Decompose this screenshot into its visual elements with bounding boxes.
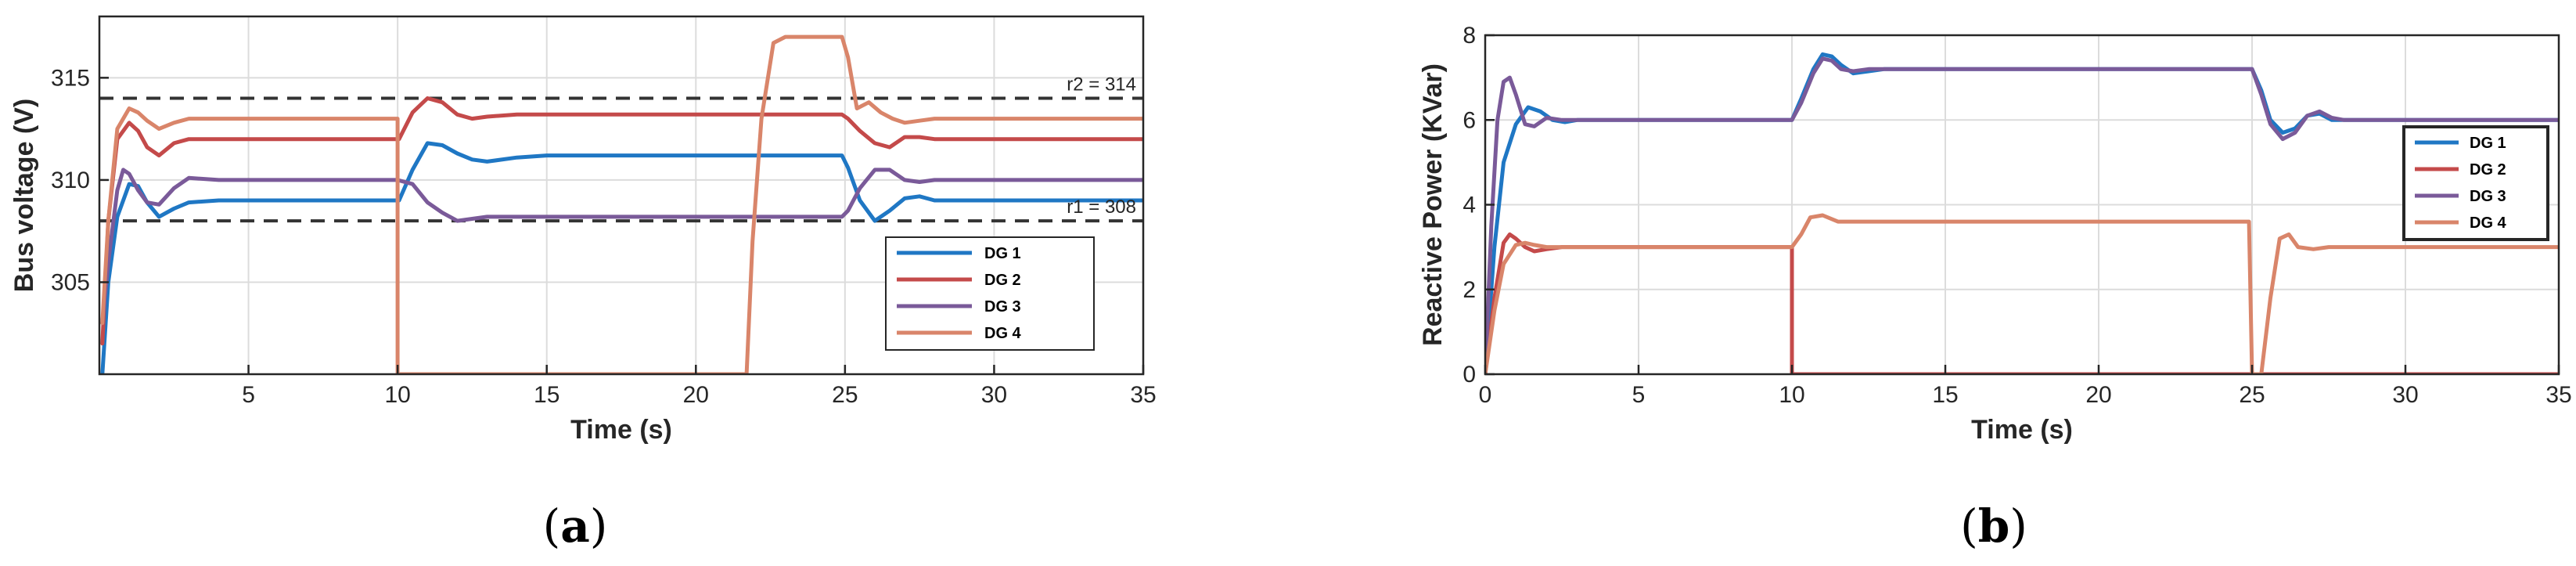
series-group bbox=[1485, 52, 2559, 374]
x-tick-label: 10 bbox=[1779, 382, 1804, 408]
series-line-dg-4 bbox=[100, 34, 1143, 374]
axes-frame bbox=[98, 15, 1145, 376]
legend-label: DG 3 bbox=[984, 298, 1021, 315]
legend-label: DG 4 bbox=[984, 325, 1022, 342]
y-tick-label: 4 bbox=[1462, 193, 1476, 218]
x-tick-label: 35 bbox=[1130, 382, 1156, 408]
x-tick-label: 15 bbox=[534, 382, 559, 408]
chart-panel-a: 5 10 15 20 25 30 35 305 310 315 Time (s) Bus voltag… bbox=[9, 15, 1157, 553]
y-tick-label: 0 bbox=[1462, 362, 1476, 388]
y-axis-label: Reactive Power (KVar) bbox=[1418, 63, 1448, 346]
y-tick-label: 6 bbox=[1462, 107, 1476, 133]
legend-label: DG 4 bbox=[2470, 215, 2507, 232]
y-tick-label: 2 bbox=[1462, 277, 1476, 303]
x-tick-label: 35 bbox=[2545, 382, 2571, 408]
x-tick-label: 15 bbox=[1932, 382, 1958, 408]
panel-label: (b) bbox=[1960, 499, 2027, 553]
x-tick-label: 5 bbox=[1632, 382, 1646, 408]
legend-label: DG 1 bbox=[2470, 135, 2506, 152]
x-axis-label: Time (s) bbox=[570, 415, 672, 445]
chart-panel-b: 0 5 10 15 20 25 30 35 0 2 4 6 8 Time (s) Reactive Powe… bbox=[1418, 23, 2572, 553]
legend-label: DG 2 bbox=[984, 272, 1021, 289]
legend-label: DG 1 bbox=[984, 245, 1021, 262]
series-line-dg-2 bbox=[100, 96, 1143, 346]
x-tick-label: 25 bbox=[832, 382, 858, 408]
annotation-label: r2 = 314 bbox=[1067, 74, 1136, 95]
x-axis-label: Time (s) bbox=[1971, 415, 2073, 445]
x-tick-label: 0 bbox=[1479, 382, 1492, 408]
x-tick-label: 30 bbox=[2392, 382, 2418, 408]
x-tick-label: 5 bbox=[242, 382, 255, 408]
y-axis-label: Bus voltage (V) bbox=[9, 99, 39, 292]
x-tick-label: 20 bbox=[683, 382, 709, 408]
y-tick-label: 315 bbox=[51, 65, 90, 91]
panel-label: (a) bbox=[543, 499, 608, 553]
x-tick-label: 25 bbox=[2239, 382, 2265, 408]
x-tick-label: 30 bbox=[981, 382, 1007, 408]
x-tick-label: 20 bbox=[2085, 382, 2111, 408]
y-tick-label: 305 bbox=[51, 269, 90, 295]
y-tick-label: 310 bbox=[51, 168, 90, 193]
series-line-dg-3 bbox=[1485, 56, 2559, 374]
series-line-dg-4 bbox=[1485, 213, 2559, 374]
y-tick-label: 8 bbox=[1462, 23, 1476, 49]
legend-label: DG 3 bbox=[2470, 188, 2506, 205]
legend-label: DG 2 bbox=[2470, 161, 2506, 178]
x-tick-label: 10 bbox=[384, 382, 410, 408]
series-line-dg-3 bbox=[100, 168, 1143, 326]
series-group bbox=[100, 34, 1143, 374]
annotation-label: r1 = 308 bbox=[1067, 196, 1136, 218]
